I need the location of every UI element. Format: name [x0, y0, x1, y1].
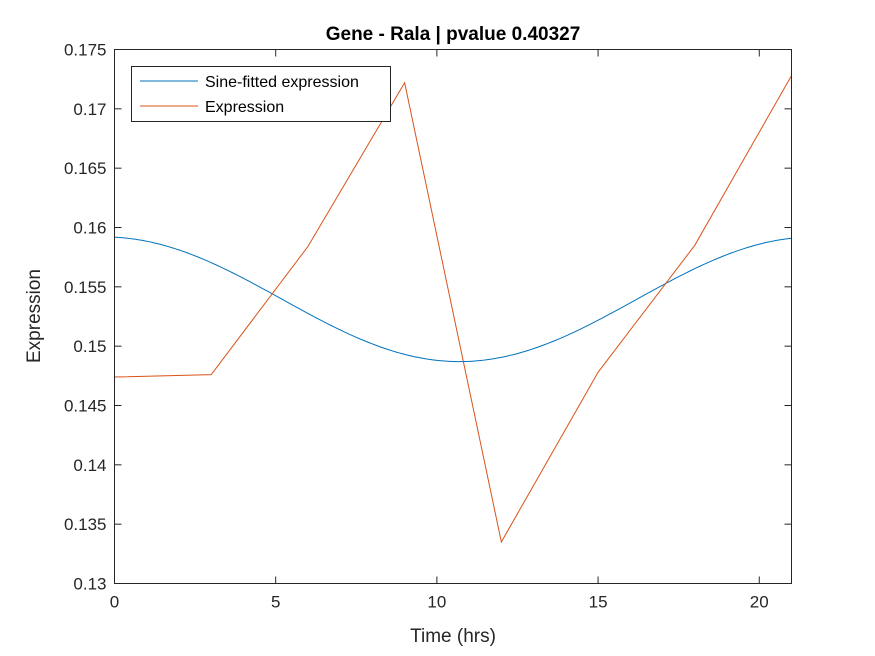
x-tick-label: 15 [589, 593, 608, 612]
x-tick-label: 0 [110, 593, 119, 612]
x-tick-label: 5 [271, 593, 280, 612]
y-tick-label: 0.165 [64, 159, 107, 178]
y-tick-label: 0.14 [73, 456, 106, 475]
legend: Sine-fitted expression Expression [131, 66, 391, 122]
x-tick-label: 20 [750, 593, 769, 612]
chart-title: Gene - Rala | pvalue 0.40327 [326, 24, 581, 45]
series-layer [114, 75, 792, 544]
expression-line [114, 75, 792, 544]
x-axis: 0 5 10 15 20 [110, 49, 769, 612]
y-tick-label: 0.175 [64, 41, 107, 60]
x-tick-label: 10 [427, 593, 446, 612]
sine-fitted-expression-line [114, 236, 792, 363]
x-axis-label: Time (hrs) [410, 626, 496, 647]
y-tick-label: 0.15 [73, 337, 106, 356]
legend-box [131, 66, 391, 122]
plot-frame [114, 49, 792, 584]
y-tick-label: 0.13 [73, 575, 106, 594]
y-tick-label: 0.155 [64, 278, 107, 297]
y-tick-label: 0.145 [64, 397, 107, 416]
legend-label-sine-fitted: Sine-fitted expression [205, 74, 359, 91]
legend-label-expression: Expression [205, 99, 284, 116]
y-tick-label: 0.17 [73, 100, 106, 119]
plot-area [114, 49, 792, 584]
y-tick-label: 0.16 [73, 219, 106, 238]
y-axis-label: Expression [24, 269, 45, 363]
y-tick-label: 0.135 [64, 515, 107, 534]
y-axis: 0.13 0.135 0.14 0.145 0.15 0.155 0.16 0.165 0.17… [64, 41, 792, 594]
